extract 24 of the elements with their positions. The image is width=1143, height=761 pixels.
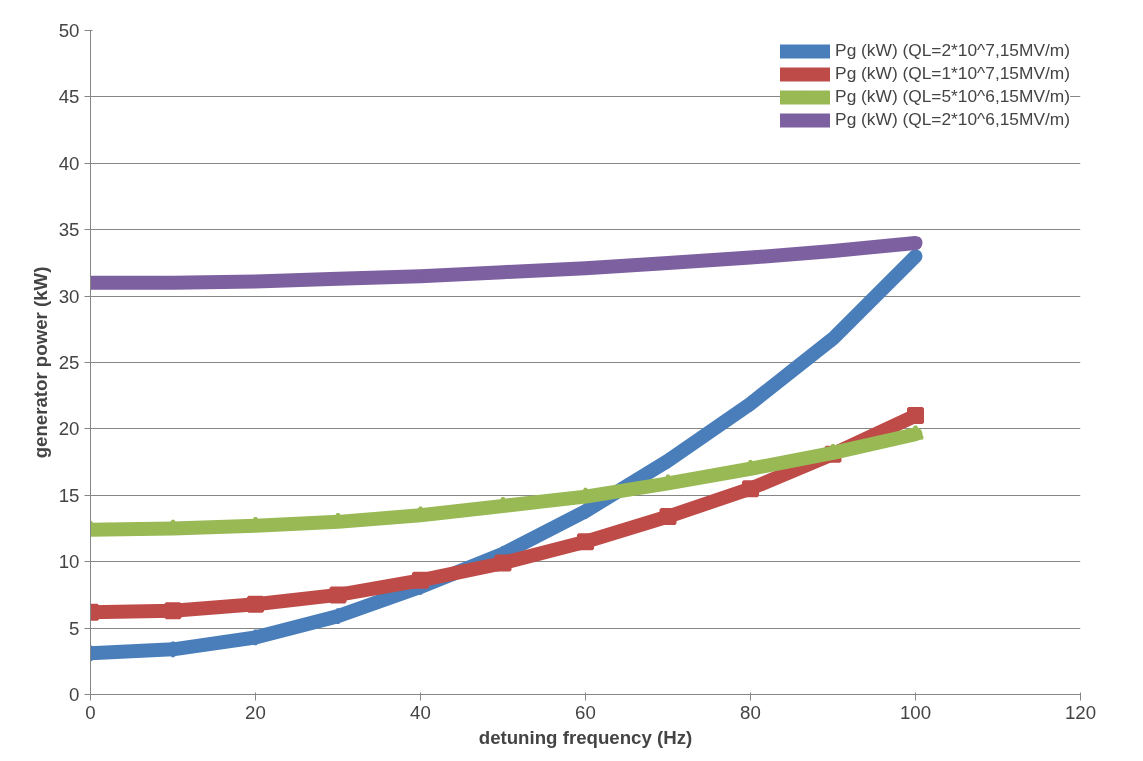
legend-label: Pg (kW) (QL=1*10^7,15MV/m): [835, 63, 1070, 84]
x-axis-title: detuning frequency (Hz): [478, 726, 693, 748]
y-axis-title: generator power (kW): [29, 266, 51, 459]
y-tick-label: 25: [58, 352, 80, 373]
x-tick-label: 80: [740, 701, 761, 723]
y-tick-label: 0: [69, 684, 80, 705]
x-tick-label: 120: [1064, 701, 1097, 723]
legend-label: Pg (kW) (QL=2*10^7,15MV/m): [835, 40, 1070, 61]
legend-label: Pg (kW) (QL=2*10^6,15MV/m): [835, 109, 1070, 130]
x-tick-label: 0: [85, 701, 96, 723]
y-tick-label: 40: [58, 152, 80, 174]
x-tick-label: 20: [245, 701, 266, 723]
legend-label: Pg (kW) (QL=5*10^6,15MV/m): [835, 86, 1070, 107]
y-tick-label: 45: [58, 86, 80, 108]
y-tick-label: 30: [58, 285, 80, 307]
y-tick-label: 20: [58, 418, 80, 440]
x-tick-label: 100: [899, 701, 932, 723]
x-tick-label: 40: [410, 701, 431, 723]
y-tick-label: 35: [58, 219, 80, 241]
y-tick-label: 5: [69, 617, 80, 639]
y-tick-label: 10: [58, 551, 80, 573]
y-tick-label: 15: [58, 484, 80, 506]
y-tick-label: 50: [58, 20, 80, 41]
x-tick-label: 60: [575, 701, 596, 723]
